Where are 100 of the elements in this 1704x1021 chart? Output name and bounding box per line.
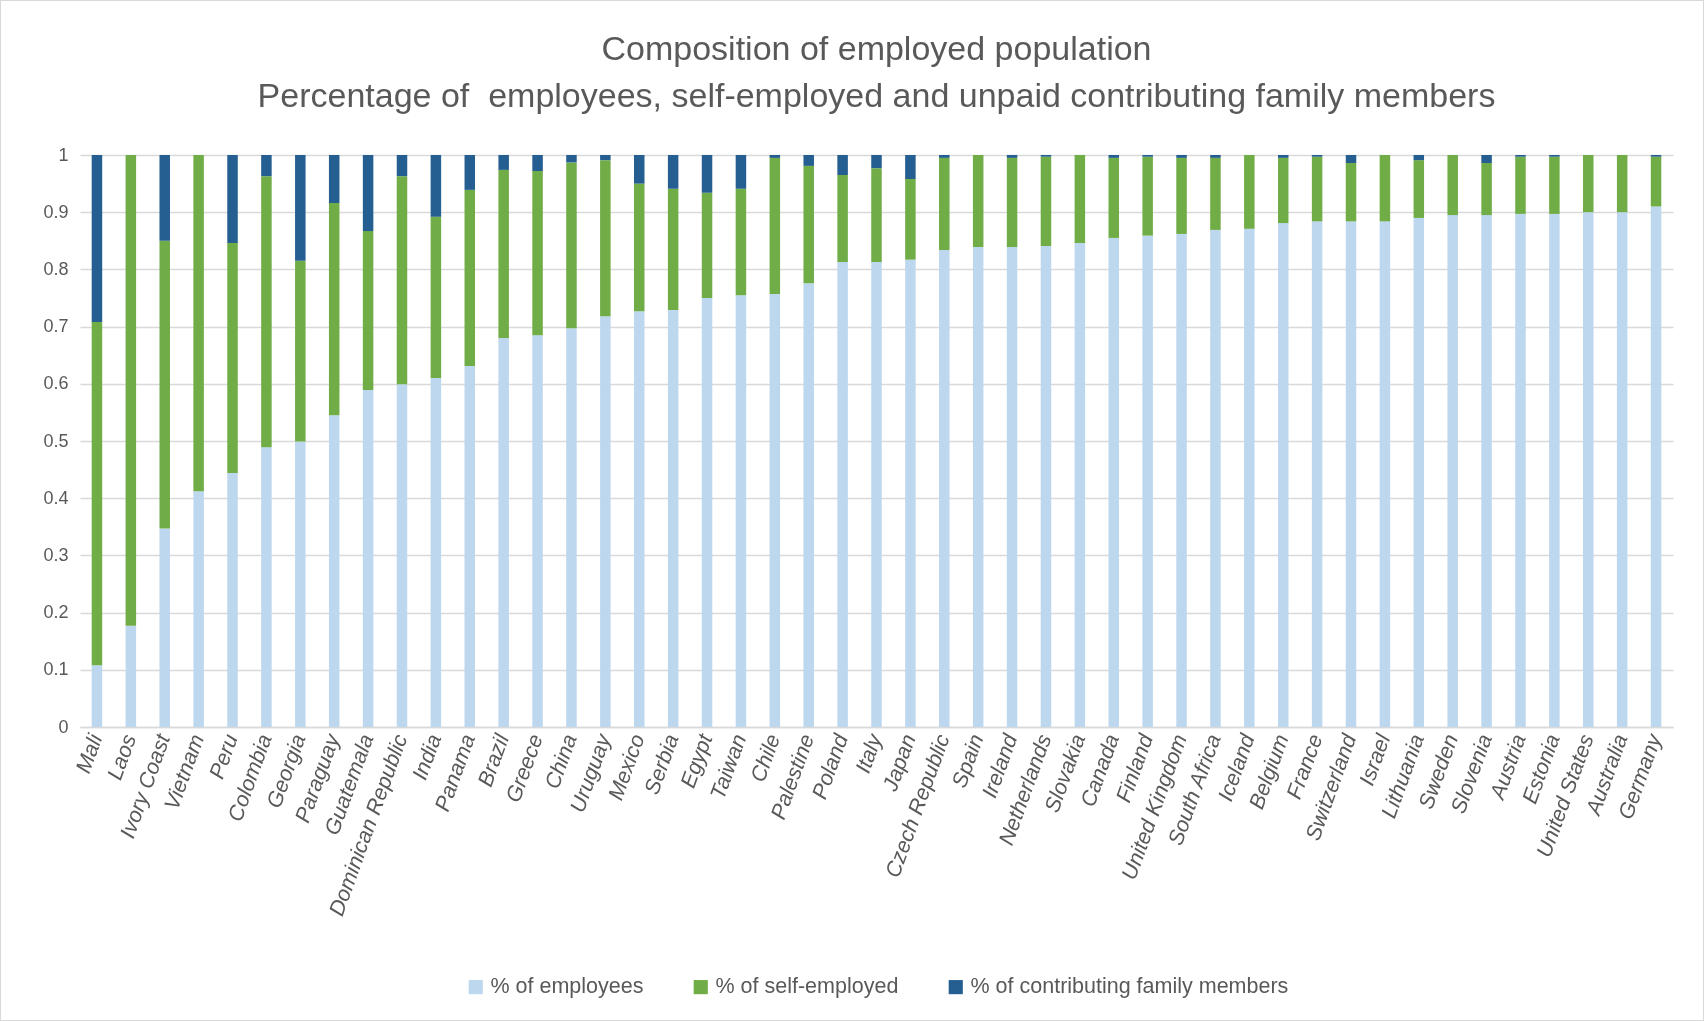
bar (1244, 228, 1255, 727)
bar (227, 473, 238, 727)
bar (1006, 155, 1018, 158)
bar (396, 155, 408, 177)
bar (633, 183, 645, 312)
bar (1616, 155, 1628, 213)
bar (735, 188, 747, 296)
bar (1210, 155, 1221, 158)
bar (667, 155, 679, 189)
y-tick-label: 0.2 (43, 602, 69, 623)
bar (159, 155, 170, 241)
bar (769, 294, 781, 727)
bar (1650, 206, 1662, 727)
y-tick-label: 0.1 (43, 659, 69, 680)
bar (396, 176, 408, 385)
bar (566, 162, 577, 329)
bar (1074, 243, 1086, 727)
bar (972, 155, 984, 248)
bar (1210, 157, 1221, 230)
bar (328, 203, 340, 416)
chart-title: Composition of employed population (601, 29, 1152, 67)
bar (1515, 213, 1526, 727)
bar (125, 155, 137, 626)
bar (261, 155, 272, 177)
bar (1108, 237, 1120, 727)
bar (871, 261, 882, 727)
y-tick-label: 0.4 (43, 487, 69, 508)
bar (328, 155, 340, 204)
bar (193, 491, 204, 727)
bar (498, 155, 509, 170)
bar (295, 260, 306, 442)
bar (464, 155, 476, 190)
bar (633, 311, 645, 727)
bar (735, 155, 747, 189)
bar (1447, 155, 1458, 216)
bar (905, 259, 916, 727)
y-tick-label: 0.5 (43, 430, 69, 451)
bar (871, 168, 882, 262)
bar (328, 415, 340, 727)
bar (193, 155, 204, 492)
bar (159, 528, 170, 727)
bar (1006, 247, 1018, 727)
bar (1481, 215, 1492, 727)
bar (430, 378, 442, 727)
bar (735, 295, 747, 727)
bar (566, 155, 577, 163)
bar (600, 155, 611, 161)
bar (972, 247, 984, 727)
bar (1142, 156, 1153, 236)
bar (430, 216, 442, 379)
bar (905, 179, 916, 260)
bar (1481, 163, 1492, 216)
bar (295, 155, 306, 261)
bar (498, 338, 509, 727)
bar (769, 155, 781, 158)
bar (1074, 155, 1086, 244)
bar (1515, 156, 1526, 214)
bar (1142, 235, 1153, 727)
bar (803, 165, 814, 284)
bar (532, 155, 543, 172)
bar (1413, 160, 1425, 218)
bar (1176, 233, 1187, 727)
y-tick-label: 1 (58, 144, 69, 165)
bar (362, 155, 374, 232)
bar (1176, 157, 1187, 234)
bar (295, 441, 306, 727)
bar (1311, 156, 1323, 222)
bar (1413, 155, 1425, 161)
legend-label: % of employees (490, 974, 644, 999)
bar (939, 249, 950, 727)
bar (396, 384, 408, 727)
bar (227, 243, 238, 474)
y-tick-label: 0.3 (43, 544, 69, 565)
bar (1583, 155, 1594, 213)
chart-subtitle: Percentage of employees, self-employed and unpaid contributing family members (257, 76, 1496, 114)
bar (905, 155, 916, 180)
bar (1583, 212, 1594, 727)
bar (91, 322, 103, 666)
bar (532, 171, 543, 336)
bar (532, 335, 543, 727)
y-tick-label: 0.9 (43, 201, 69, 222)
bar (1311, 221, 1323, 727)
bar (1176, 155, 1187, 158)
bar (430, 155, 442, 217)
bar (1108, 157, 1120, 238)
bar (1277, 223, 1289, 727)
x-tick-label: Mali (71, 729, 108, 777)
bar (1244, 155, 1255, 229)
y-tick-label: 0.8 (43, 258, 69, 279)
bar (939, 155, 950, 158)
bar (1379, 221, 1391, 727)
bar (125, 625, 137, 727)
bar (566, 328, 577, 727)
bar (1277, 155, 1289, 158)
bar (1040, 245, 1052, 727)
bar (91, 155, 103, 323)
bar (1108, 155, 1120, 158)
bar (1616, 212, 1628, 727)
bar (1040, 156, 1052, 246)
bar (464, 189, 476, 367)
